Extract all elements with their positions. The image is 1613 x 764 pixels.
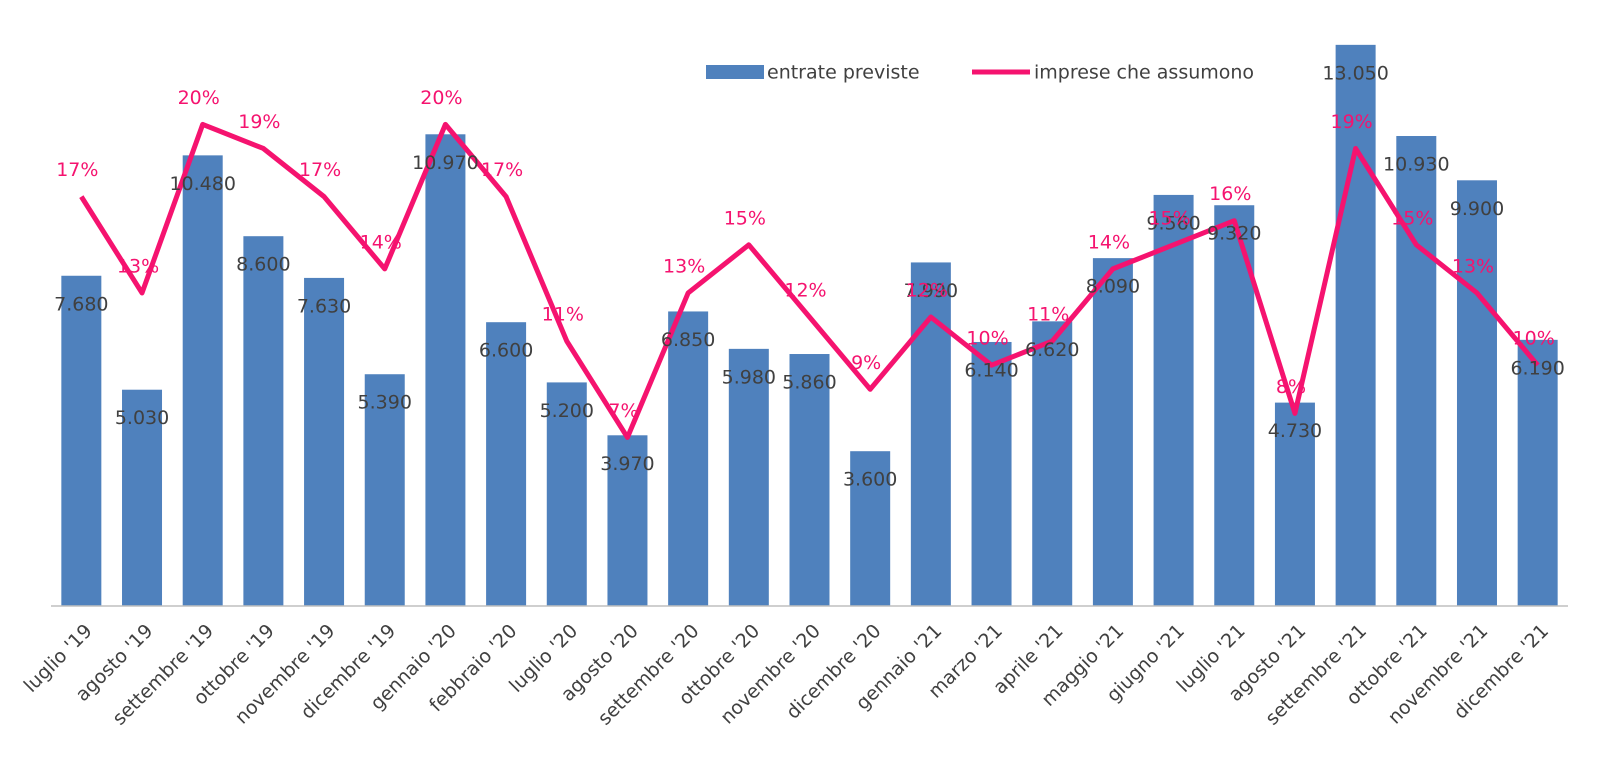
line-value-label: 13% <box>1452 255 1494 277</box>
bar-value-label: 4.730 <box>1268 420 1322 442</box>
bar <box>1456 180 1497 607</box>
line-value-label: 20% <box>420 87 462 109</box>
bar-value-label: 5.980 <box>722 366 776 388</box>
bar <box>850 451 891 606</box>
bar <box>546 382 587 606</box>
line-value-label: 7% <box>608 400 638 422</box>
line-value-label: 8% <box>1276 376 1306 398</box>
bar-value-label: 7.990 <box>904 280 958 302</box>
bar-value-label: 8.090 <box>1086 276 1140 298</box>
bar <box>1335 44 1376 607</box>
line-value-label: 10% <box>1513 328 1555 350</box>
line-value-label: 12% <box>906 280 948 302</box>
bar <box>1214 205 1255 607</box>
line-value-label: 10% <box>966 328 1008 350</box>
line-value-label: 12% <box>784 280 826 302</box>
bar <box>243 236 284 606</box>
bar-value-label: 6.190 <box>1510 357 1564 379</box>
bar-value-label: 3.600 <box>843 469 897 491</box>
line <box>79 121 1540 440</box>
bar-value-label: 5.390 <box>358 392 412 414</box>
line-value-label: 15% <box>1391 207 1433 229</box>
bar-value-label: 6.850 <box>661 329 715 351</box>
bar-value-label: 9.900 <box>1450 198 1504 220</box>
line-value-label: 17% <box>481 159 523 181</box>
line-value-label: 19% <box>238 111 280 133</box>
line-value-label: 11% <box>542 304 584 326</box>
bar <box>182 155 223 607</box>
line-value-label: 14% <box>1088 231 1130 253</box>
bar-value-label: 10.480 <box>169 173 235 195</box>
line-value-label: 14% <box>360 231 402 253</box>
bar <box>1517 339 1558 606</box>
bar <box>1396 136 1437 606</box>
bar <box>789 354 830 606</box>
bar-value-label: 9.560 <box>1146 212 1200 234</box>
line-value-label: 16% <box>1209 183 1251 205</box>
bar <box>122 389 163 606</box>
bar-value-label: 3.970 <box>600 453 654 475</box>
bar <box>971 341 1012 606</box>
bar <box>607 435 648 606</box>
legend-label: imprese che assumono <box>1034 62 1254 84</box>
bar-value-label: 10.970 <box>412 152 478 174</box>
bar-value-label: 8.600 <box>236 254 290 276</box>
bar <box>1092 258 1133 606</box>
line-value-label: 17% <box>299 159 341 181</box>
bar <box>1153 194 1194 607</box>
bar-value-label: 6.140 <box>964 359 1018 381</box>
legend-label: entrate previste <box>767 62 920 84</box>
line-value-label: 17% <box>56 159 98 181</box>
bar-value-label: 9.320 <box>1207 223 1261 245</box>
bar <box>61 275 102 606</box>
line-value-label: 9% <box>851 352 881 374</box>
bar-value-label: 6.600 <box>479 340 533 362</box>
bar-value-label: 7.630 <box>297 295 351 317</box>
line-value-label: 13% <box>663 255 705 277</box>
bar <box>304 277 345 606</box>
bar <box>425 134 466 607</box>
line-value-label: 19% <box>1331 111 1373 133</box>
bar <box>364 374 405 606</box>
line-value-label: 13% <box>117 255 159 277</box>
bar <box>1032 321 1073 606</box>
line-value-label: 15% <box>1148 207 1190 229</box>
bar-value-label: 5.860 <box>782 372 836 394</box>
bar <box>1274 402 1315 606</box>
bar-value-label: 7.680 <box>54 293 108 315</box>
bar <box>910 262 951 606</box>
bar-value-label: 5.200 <box>540 400 594 422</box>
bar-value-label: 6.620 <box>1025 339 1079 361</box>
bar-value-label: 5.030 <box>115 407 169 429</box>
bar <box>668 311 709 606</box>
line-value-label: 11% <box>1027 304 1069 326</box>
bar <box>486 322 527 606</box>
line-value-label: 20% <box>178 87 220 109</box>
line-value-label: 15% <box>724 207 766 229</box>
bar <box>728 348 769 606</box>
bar-value-label: 10.930 <box>1383 154 1449 176</box>
bar-value-label: 13.050 <box>1322 62 1388 84</box>
legend-swatch <box>706 65 764 79</box>
